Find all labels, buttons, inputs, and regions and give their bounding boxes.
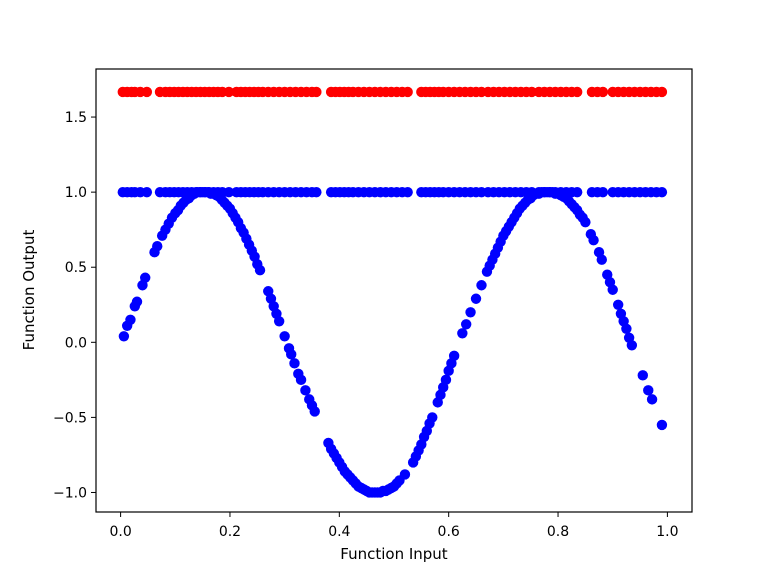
y-axis-label: Function Output xyxy=(20,230,38,351)
data-point-series-1 xyxy=(311,86,322,98)
data-point-series-3 xyxy=(580,216,591,228)
data-point-series-3 xyxy=(427,412,438,423)
data-point-series-3 xyxy=(607,284,618,295)
y-tick-label: 1.0 xyxy=(65,185,87,201)
data-point-series-3 xyxy=(254,265,266,276)
y-tick-label: −1.0 xyxy=(53,485,87,501)
data-point-series-3 xyxy=(125,314,136,325)
x-tick-label: 0.8 xyxy=(547,524,569,540)
data-point-series-3 xyxy=(440,374,452,386)
data-point-series-1 xyxy=(526,86,537,98)
data-point-series-2 xyxy=(223,186,235,198)
data-point-series-2 xyxy=(597,186,609,198)
data-point-series-3 xyxy=(470,293,482,304)
data-point-series-1 xyxy=(656,86,668,98)
data-point-series-3 xyxy=(596,254,607,265)
data-point-series-2 xyxy=(311,186,322,198)
data-point-series-3 xyxy=(460,319,472,330)
data-point-series-3 xyxy=(118,331,130,342)
data-point-series-1 xyxy=(141,86,153,98)
data-point-series-2 xyxy=(656,186,668,198)
data-point-series-3 xyxy=(279,331,290,342)
axes-frame xyxy=(95,68,693,513)
y-tick-label: 1.5 xyxy=(65,110,87,126)
data-point-series-3 xyxy=(286,349,297,360)
data-point-series-3 xyxy=(399,469,411,480)
data-point-series-3 xyxy=(457,328,468,339)
ticks-layer: 0.0 0.2 0.4 0.6 0.8 1.0 −1.0 −0.5 0.0 0.5 1.0 1.5 xyxy=(53,110,679,540)
data-point-series-3 xyxy=(448,350,460,362)
x-tick-label: 0.2 xyxy=(219,524,241,540)
points-layer xyxy=(117,86,668,498)
x-tick-label: 1.0 xyxy=(656,524,678,540)
y-tick-label: 0.5 xyxy=(65,260,87,276)
y-tick-label: −0.5 xyxy=(53,410,87,426)
data-point-series-3 xyxy=(637,370,648,381)
data-point-series-3 xyxy=(646,394,658,405)
data-point-series-3 xyxy=(612,299,624,310)
data-point-series-2 xyxy=(571,186,583,198)
x-axis-label: Function Input xyxy=(340,545,448,563)
data-point-series-3 xyxy=(289,358,300,369)
data-point-series-3 xyxy=(140,272,151,283)
y-tick-label: 0.0 xyxy=(65,335,87,351)
data-point-series-3 xyxy=(309,406,320,417)
data-point-series-3 xyxy=(465,307,476,318)
data-point-series-3 xyxy=(131,296,143,307)
x-tick-label: 0.6 xyxy=(438,524,460,540)
data-point-series-1 xyxy=(571,86,583,98)
data-point-series-3 xyxy=(295,374,307,386)
data-point-series-3 xyxy=(621,323,632,334)
data-point-series-3 xyxy=(152,241,163,252)
x-tick-label: 0.0 xyxy=(109,524,131,540)
data-point-series-2 xyxy=(402,186,413,198)
x-tick-label: 0.4 xyxy=(328,524,350,540)
data-point-series-3 xyxy=(273,316,285,327)
data-point-series-3 xyxy=(626,340,638,351)
data-point-series-3 xyxy=(643,385,654,396)
data-point-series-3 xyxy=(300,385,311,396)
data-point-series-1 xyxy=(597,86,609,98)
data-point-series-3 xyxy=(656,419,668,431)
data-point-series-3 xyxy=(476,280,487,291)
data-point-series-1 xyxy=(402,86,413,98)
data-point-series-3 xyxy=(588,234,599,246)
data-point-series-2 xyxy=(141,186,153,198)
data-point-series-1 xyxy=(223,86,235,98)
